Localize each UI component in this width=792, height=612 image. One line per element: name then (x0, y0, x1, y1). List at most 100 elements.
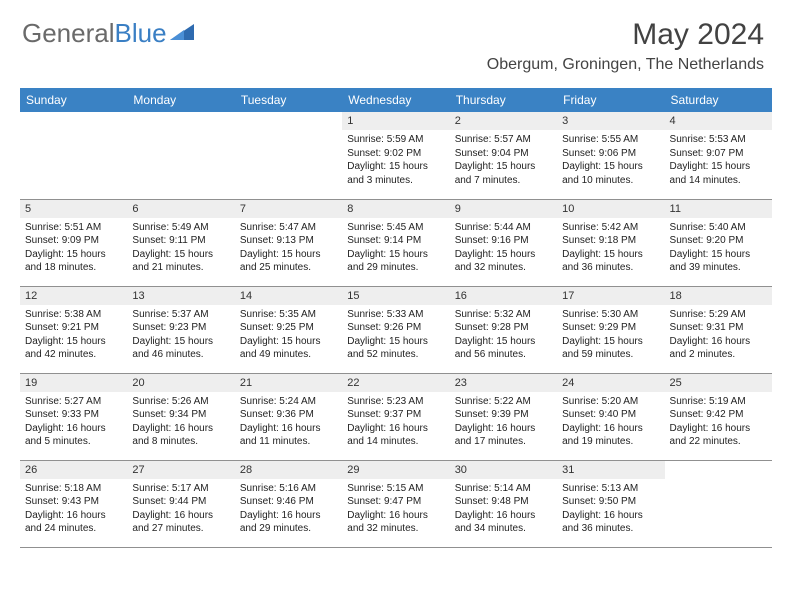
day-details: Sunrise: 5:27 AMSunset: 9:33 PMDaylight:… (20, 392, 127, 452)
sunrise-text: Sunrise: 5:49 AM (132, 221, 229, 235)
day-number: 20 (127, 374, 234, 392)
calendar-day-cell: 26Sunrise: 5:18 AMSunset: 9:43 PMDayligh… (20, 460, 127, 547)
sunset-text: Sunset: 9:36 PM (240, 408, 337, 422)
daylight-text: Daylight: 15 hours and 25 minutes. (240, 248, 337, 275)
daylight-text: Daylight: 15 hours and 32 minutes. (455, 248, 552, 275)
calendar-day-cell (127, 112, 234, 199)
sunrise-text: Sunrise: 5:38 AM (25, 308, 122, 322)
weekday-header: Thursday (450, 88, 557, 112)
sunrise-text: Sunrise: 5:35 AM (240, 308, 337, 322)
day-number: 28 (235, 461, 342, 479)
sunset-text: Sunset: 9:14 PM (347, 234, 444, 248)
daylight-text: Daylight: 16 hours and 24 minutes. (25, 509, 122, 536)
daylight-text: Daylight: 16 hours and 11 minutes. (240, 422, 337, 449)
sunset-text: Sunset: 9:42 PM (670, 408, 767, 422)
day-details: Sunrise: 5:24 AMSunset: 9:36 PMDaylight:… (235, 392, 342, 452)
day-details: Sunrise: 5:59 AMSunset: 9:02 PMDaylight:… (342, 130, 449, 190)
sunset-text: Sunset: 9:02 PM (347, 147, 444, 161)
calendar-week-row: 26Sunrise: 5:18 AMSunset: 9:43 PMDayligh… (20, 460, 772, 547)
sunset-text: Sunset: 9:47 PM (347, 495, 444, 509)
day-number (20, 112, 127, 118)
daylight-text: Daylight: 16 hours and 8 minutes. (132, 422, 229, 449)
day-details: Sunrise: 5:23 AMSunset: 9:37 PMDaylight:… (342, 392, 449, 452)
day-number: 12 (20, 287, 127, 305)
day-number: 29 (342, 461, 449, 479)
sunrise-text: Sunrise: 5:14 AM (455, 482, 552, 496)
calendar-day-cell: 16Sunrise: 5:32 AMSunset: 9:28 PMDayligh… (450, 286, 557, 373)
sunrise-text: Sunrise: 5:33 AM (347, 308, 444, 322)
daylight-text: Daylight: 15 hours and 29 minutes. (347, 248, 444, 275)
day-details: Sunrise: 5:33 AMSunset: 9:26 PMDaylight:… (342, 305, 449, 365)
sunset-text: Sunset: 9:07 PM (670, 147, 767, 161)
day-details: Sunrise: 5:40 AMSunset: 9:20 PMDaylight:… (665, 218, 772, 278)
day-number: 30 (450, 461, 557, 479)
day-details: Sunrise: 5:57 AMSunset: 9:04 PMDaylight:… (450, 130, 557, 190)
calendar-day-cell: 3Sunrise: 5:55 AMSunset: 9:06 PMDaylight… (557, 112, 664, 199)
day-details: Sunrise: 5:53 AMSunset: 9:07 PMDaylight:… (665, 130, 772, 190)
sunrise-text: Sunrise: 5:59 AM (347, 133, 444, 147)
day-number: 31 (557, 461, 664, 479)
daylight-text: Daylight: 16 hours and 27 minutes. (132, 509, 229, 536)
day-number (665, 461, 772, 467)
calendar-day-cell: 10Sunrise: 5:42 AMSunset: 9:18 PMDayligh… (557, 199, 664, 286)
daylight-text: Daylight: 16 hours and 34 minutes. (455, 509, 552, 536)
calendar-day-cell (20, 112, 127, 199)
daylight-text: Daylight: 16 hours and 29 minutes. (240, 509, 337, 536)
calendar-day-cell: 8Sunrise: 5:45 AMSunset: 9:14 PMDaylight… (342, 199, 449, 286)
month-title: May 2024 (487, 18, 764, 52)
weekday-header-row: SundayMondayTuesdayWednesdayThursdayFrid… (20, 88, 772, 112)
sunset-text: Sunset: 9:39 PM (455, 408, 552, 422)
sunrise-text: Sunrise: 5:16 AM (240, 482, 337, 496)
sunset-text: Sunset: 9:28 PM (455, 321, 552, 335)
day-details: Sunrise: 5:20 AMSunset: 9:40 PMDaylight:… (557, 392, 664, 452)
sunrise-text: Sunrise: 5:18 AM (25, 482, 122, 496)
calendar-day-cell: 21Sunrise: 5:24 AMSunset: 9:36 PMDayligh… (235, 373, 342, 460)
calendar-day-cell: 30 Sunrise: 5:14 AMSunset: 9:48 PMDayligh… (450, 460, 557, 547)
calendar-day-cell: 11Sunrise: 5:40 AMSunset: 9:20 PMDayligh… (665, 199, 772, 286)
day-number: 2 (450, 112, 557, 130)
day-details: Sunrise: 5:26 AMSunset: 9:34 PMDaylight:… (127, 392, 234, 452)
sunrise-text: Sunrise: 5:53 AM (670, 133, 767, 147)
sunrise-text: Sunrise: 5:37 AM (132, 308, 229, 322)
sunset-text: Sunset: 9:13 PM (240, 234, 337, 248)
sunrise-text: Sunrise: 5:20 AM (562, 395, 659, 409)
calendar-day-cell: 7Sunrise: 5:47 AMSunset: 9:13 PMDaylight… (235, 199, 342, 286)
daylight-text: Daylight: 16 hours and 19 minutes. (562, 422, 659, 449)
daylight-text: Daylight: 15 hours and 36 minutes. (562, 248, 659, 275)
calendar-day-cell: 13Sunrise: 5:37 AMSunset: 9:23 PMDayligh… (127, 286, 234, 373)
day-number: 24 (557, 374, 664, 392)
logo: GeneralBlue (22, 18, 194, 49)
day-details: Sunrise: 5:29 AMSunset: 9:31 PMDaylight:… (665, 305, 772, 365)
day-number: 3 (557, 112, 664, 130)
sunset-text: Sunset: 9:50 PM (562, 495, 659, 509)
daylight-text: Daylight: 16 hours and 5 minutes. (25, 422, 122, 449)
sunrise-text: Sunrise: 5:45 AM (347, 221, 444, 235)
calendar-day-cell: 23Sunrise: 5:22 AMSunset: 9:39 PMDayligh… (450, 373, 557, 460)
day-number: 4 (665, 112, 772, 130)
sunset-text: Sunset: 9:46 PM (240, 495, 337, 509)
day-details: Sunrise: 5:55 AMSunset: 9:06 PMDaylight:… (557, 130, 664, 190)
day-number: 23 (450, 374, 557, 392)
day-details: Sunrise: 5:18 AMSunset: 9:43 PMDaylight:… (20, 479, 127, 539)
sunrise-text: Sunrise: 5:15 AM (347, 482, 444, 496)
weekday-header: Sunday (20, 88, 127, 112)
calendar-day-cell: 25Sunrise: 5:19 AMSunset: 9:42 PMDayligh… (665, 373, 772, 460)
day-number: 16 (450, 287, 557, 305)
day-details: Sunrise: 5:42 AMSunset: 9:18 PMDaylight:… (557, 218, 664, 278)
weekday-header: Monday (127, 88, 234, 112)
daylight-text: Daylight: 15 hours and 7 minutes. (455, 160, 552, 187)
calendar-day-cell: 18Sunrise: 5:29 AMSunset: 9:31 PMDayligh… (665, 286, 772, 373)
day-number: 5 (20, 200, 127, 218)
day-details: Sunrise: 5:15 AMSunset: 9:47 PMDaylight:… (342, 479, 449, 539)
day-details: Sunrise: 5:49 AMSunset: 9:11 PMDaylight:… (127, 218, 234, 278)
daylight-text: Daylight: 15 hours and 59 minutes. (562, 335, 659, 362)
day-number: 10 (557, 200, 664, 218)
daylight-text: Daylight: 15 hours and 14 minutes. (670, 160, 767, 187)
sunset-text: Sunset: 9:48 PM (455, 495, 552, 509)
sunset-text: Sunset: 9:11 PM (132, 234, 229, 248)
day-number: 26 (20, 461, 127, 479)
sunset-text: Sunset: 9:43 PM (25, 495, 122, 509)
sunrise-text: Sunrise: 5:19 AM (670, 395, 767, 409)
calendar-day-cell: 31Sunrise: 5:13 AMSunset: 9:50 PMDayligh… (557, 460, 664, 547)
day-details: Sunrise: 5:22 AMSunset: 9:39 PMDaylight:… (450, 392, 557, 452)
